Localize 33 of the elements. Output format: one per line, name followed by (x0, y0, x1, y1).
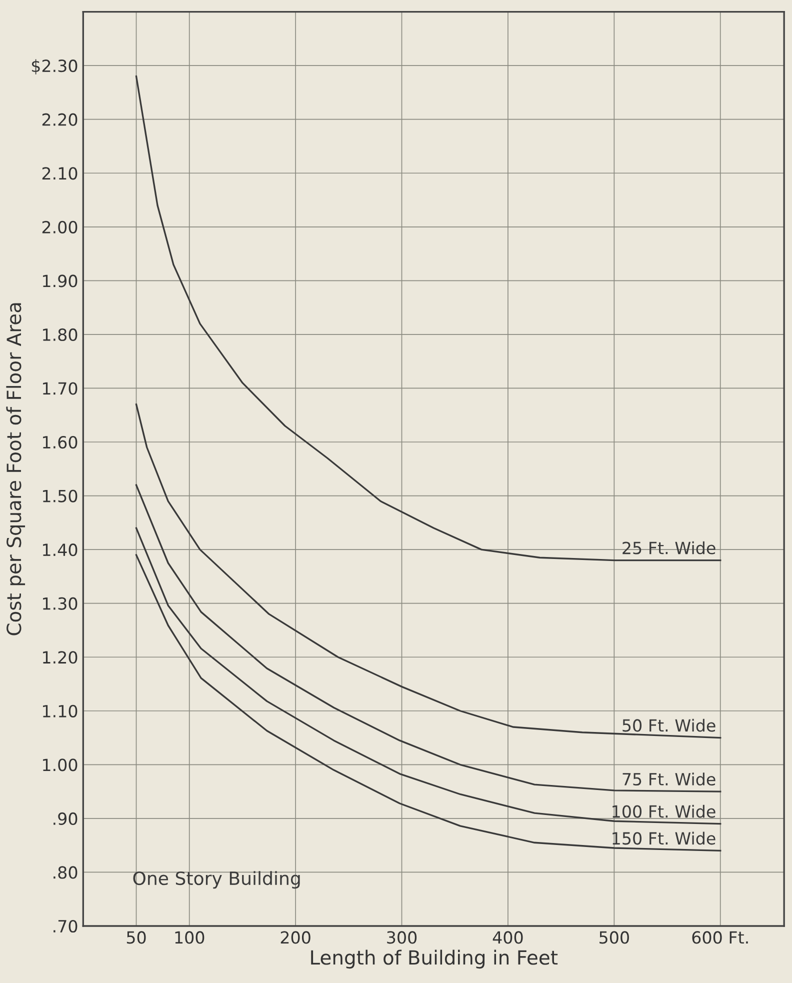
y-tick-label: 1.60 (43, 436, 78, 449)
y-tick-label: $2.30 (32, 59, 78, 74)
series-label: 75 Ft. Wide (622, 772, 716, 786)
y-tick-label: 2.00 (42, 220, 78, 234)
x-tick-label: 50 (126, 931, 146, 944)
line-series (135, 404, 722, 739)
x-tick-label: 300 (387, 931, 417, 944)
y-tick-label: 1.70 (43, 382, 78, 395)
x-axis-title: Length of Building in Feet (311, 950, 558, 969)
y-tick-label: 1.00 (43, 758, 78, 772)
series-label: 50 Ft. Wide (622, 718, 716, 732)
y-tick-label: 1.80 (43, 328, 78, 342)
y-tick-label: 2.10 (42, 167, 78, 180)
y-tick-label: 1.40 (43, 544, 78, 556)
y-tick-label: .70 (54, 920, 78, 933)
y-tick-label: 1.30 (43, 597, 78, 610)
line-series (135, 554, 722, 852)
line-series (135, 75, 722, 562)
x-tick-label: 400 (492, 931, 523, 944)
y-tick-label: 1.90 (43, 274, 78, 288)
y-axis-title: Cost per Square Foot of Floor Area (6, 303, 26, 636)
x-tick-label: 500 (600, 931, 629, 944)
y-tick-label: 1.50 (43, 490, 78, 502)
y-tick-label: .80 (54, 866, 78, 879)
y-tick-label: 1.10 (43, 704, 78, 718)
y-tick-label: 1.20 (43, 651, 78, 664)
line-series (135, 484, 722, 792)
y-tick-label: .90 (54, 812, 78, 826)
y-tick-label: 2.20 (42, 113, 78, 126)
x-tick-label: 100 (175, 931, 204, 944)
x-tick-label: 600 Ft. (692, 931, 748, 944)
x-tick-label: 200 (280, 931, 310, 944)
line-series (135, 527, 722, 825)
